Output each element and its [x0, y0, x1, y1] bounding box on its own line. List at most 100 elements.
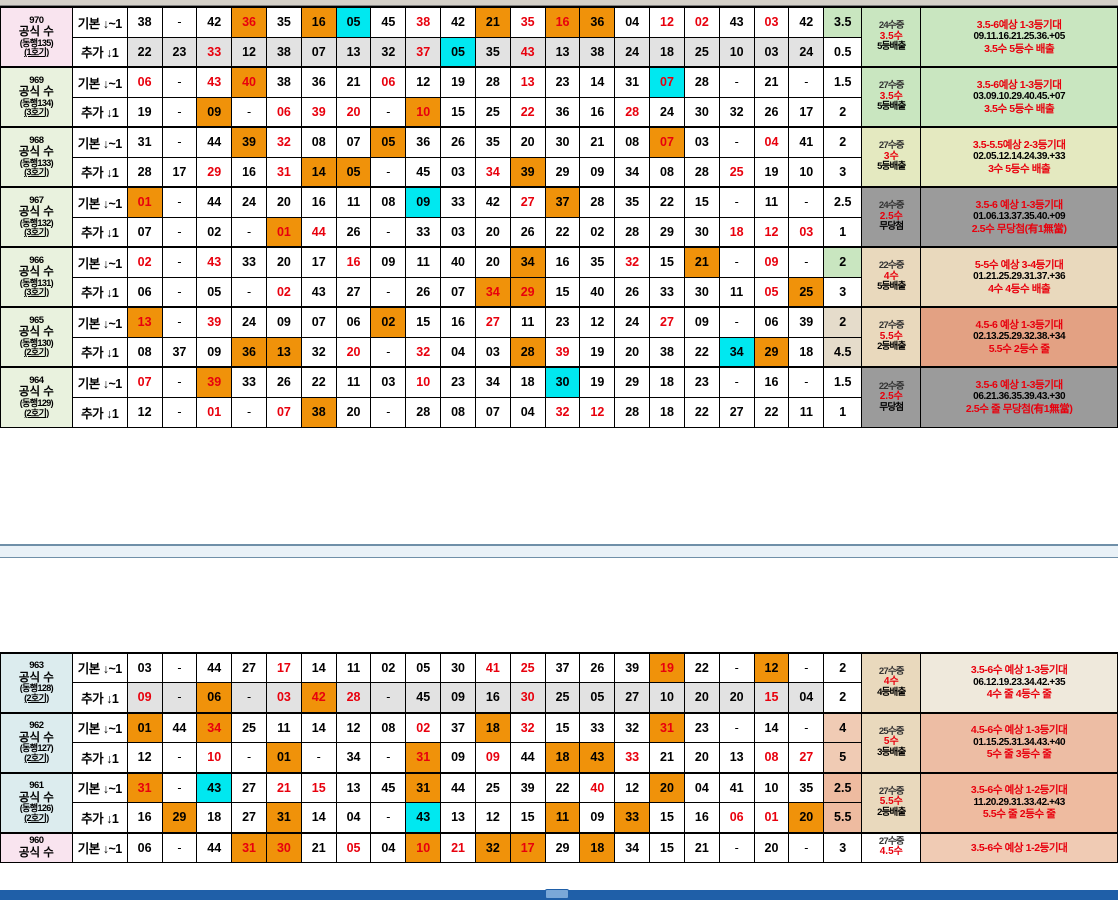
- note-cell: 3.5-6수 예상 1-3등기대 06.12.19.23.34.42.+35 4수 …: [920, 651, 1118, 713]
- row-label-machine: (3호기): [24, 227, 49, 238]
- number-cell: 19: [126, 96, 163, 128]
- number-cell: 12: [231, 36, 267, 68]
- table-row: 966 공식 수 (동행131) (3호기) 기본 ↓~1 02-43 33 20 17 16 09…: [0, 246, 1118, 308]
- number-cell: -: [788, 66, 825, 98]
- note-line-1: 3.5-6 예상 1-3등기대: [975, 378, 1064, 391]
- note-line-1: 4.5-6 예상 1-3등기대: [975, 318, 1064, 331]
- table-row: 969 공식 수 (동행134) (3호기) 기본 ↓~1 06-43 40 38 36 21 06…: [0, 66, 1118, 128]
- number-cell: 20: [683, 742, 720, 773]
- number-cell: 09: [405, 186, 442, 218]
- score-cell-basic: 2: [823, 246, 863, 278]
- number-cell: 43: [196, 246, 233, 278]
- number-cell: 02: [683, 6, 720, 38]
- number-cell: -: [788, 651, 825, 683]
- summary-line-1: 27수중: [878, 140, 905, 152]
- mid-separator-bar: [0, 543, 1118, 558]
- number-cell: 40: [440, 246, 476, 278]
- number-cell: 28: [683, 66, 720, 98]
- number-cell: 04: [440, 336, 476, 368]
- upper-number-table: 970 공식 수 (동행135) (1호기) 기본 ↓~1 38-42 36 35 16 05 45…: [0, 6, 1118, 428]
- score-cell-basic: 2: [823, 306, 863, 338]
- summary-line-1: 24수중: [878, 200, 905, 212]
- lower-number-table: 963 공식 수 (동행128) (2호기) 기본 ↓~1 03-44 27 17 14 11 02…: [0, 651, 1118, 863]
- number-cell: 13: [509, 66, 546, 98]
- number-cell: 01: [265, 742, 302, 773]
- number-cell: 26: [509, 216, 546, 248]
- horizontal-scrollbar[interactable]: [0, 889, 1118, 900]
- number-cell: 20: [649, 771, 685, 803]
- number-cell: 29: [614, 366, 651, 398]
- number-cell: 21: [335, 66, 372, 98]
- row-label-main: 공식 수: [18, 206, 54, 219]
- number-cell: 39: [196, 306, 233, 338]
- number-cell: 29: [161, 802, 198, 833]
- number-cell: 16: [300, 6, 337, 38]
- number-cell: 14: [300, 802, 337, 833]
- number-cell: -: [161, 66, 198, 98]
- number-cell: 16: [335, 246, 372, 278]
- row-draw-number: 966: [29, 254, 44, 266]
- number-cell: 23: [544, 306, 581, 338]
- number-cell: 20: [335, 96, 372, 128]
- note-line-3: 5수 줄 3등수 줄: [986, 748, 1052, 761]
- row-label-sub: (동행126): [19, 803, 54, 814]
- number-cell: 25: [231, 711, 267, 743]
- number-cell: 20: [753, 831, 790, 863]
- row-label-cell: 964 공식 수 (동행129) (2호기): [0, 366, 73, 428]
- number-cell: 33: [614, 742, 651, 773]
- note-cell: 4.5-6수 예상 1-3등기대 01.15.25.31.34.43.+40 5수 …: [920, 711, 1118, 773]
- number-cell: 38: [265, 66, 302, 98]
- number-cell: 37: [405, 36, 442, 68]
- note-line-1: 3.5-6 예상 1-3등기대: [975, 198, 1064, 211]
- number-cell: 30: [265, 831, 302, 863]
- number-cell: 43: [196, 66, 233, 98]
- note-line-3: 3.5수 5등수 배출: [984, 102, 1055, 115]
- number-cell: -: [718, 651, 755, 683]
- table-row: 968 공식 수 (동행133) (3호기) 기본 ↓~1 31-44 39 32 08 07 05…: [0, 126, 1118, 188]
- number-cell: 07: [474, 396, 511, 428]
- number-cell: 07: [300, 36, 337, 68]
- number-cell: 10: [753, 771, 790, 803]
- row-label-sub: (동행135): [19, 37, 54, 48]
- number-cell: 19: [753, 156, 790, 188]
- note-line-3: 4수 4등수 배출: [988, 282, 1051, 295]
- number-cell: 11: [265, 711, 302, 743]
- number-cell: -: [718, 246, 755, 278]
- scrollbar-thumb[interactable]: [545, 889, 569, 899]
- number-cell: 44: [196, 651, 233, 683]
- number-cell: 18: [474, 711, 511, 743]
- number-cell: 42: [300, 682, 337, 713]
- number-cell: 32: [614, 711, 651, 743]
- number-cell: 06: [718, 802, 755, 833]
- number-cell: 31: [405, 771, 442, 803]
- summary-line-2: 5.5수: [879, 796, 903, 808]
- number-cell: 20: [474, 216, 511, 248]
- number-cell: 08: [370, 711, 407, 743]
- number-cell: 26: [579, 651, 616, 683]
- note-line-1: 3.5-6수 예상 1-3등기대: [970, 664, 1068, 677]
- table-row: 추가 ↓1 12-01-07 38 20-28 08 07 04 32 12 28 18 22 27 22…: [1, 396, 1118, 428]
- number-cell: 21: [683, 246, 720, 278]
- number-cell: -: [161, 246, 198, 278]
- summary-line-3: 5등배출: [877, 281, 906, 293]
- number-cell: 23: [440, 366, 476, 398]
- number-cell: 12: [579, 306, 616, 338]
- summary-line-3: 무당첨: [879, 401, 904, 413]
- score-cell-add: 1: [823, 216, 863, 248]
- summary-line-2: 5.5수: [879, 330, 903, 342]
- table-row: 964 공식 수 (동행129) (2호기) 기본 ↓~1 07-39 33 26 22 11 03…: [0, 366, 1118, 428]
- number-cell: 11: [544, 802, 581, 833]
- number-cell: 26: [265, 366, 302, 398]
- number-cell: 34: [614, 156, 651, 188]
- number-cell: 09: [579, 802, 616, 833]
- number-cell: 30: [544, 126, 581, 158]
- number-cell: 15: [300, 771, 337, 803]
- score-cell-add: 3: [823, 156, 863, 188]
- number-cell: 02: [126, 246, 163, 278]
- number-cell: 26: [753, 96, 790, 128]
- number-cell: 08: [300, 126, 337, 158]
- number-cell: 31: [126, 771, 163, 803]
- number-cell: 13: [126, 306, 163, 338]
- number-cell: 37: [544, 186, 581, 218]
- number-cell: 09: [196, 96, 233, 128]
